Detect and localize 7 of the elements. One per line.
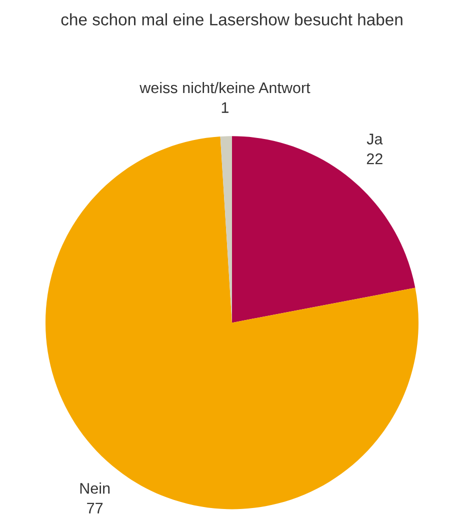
slice-label: weiss nicht/keine Antwort	[140, 82, 310, 94]
data-label: 1	[222, 102, 228, 113]
slice-label: Ja	[366, 134, 383, 144]
data-label: 22	[366, 153, 382, 164]
chart-title: che schon mal eine Lasershow besucht haben	[61, 13, 402, 26]
slice-label: Nein	[80, 482, 110, 494]
data-label: 77	[87, 502, 103, 514]
